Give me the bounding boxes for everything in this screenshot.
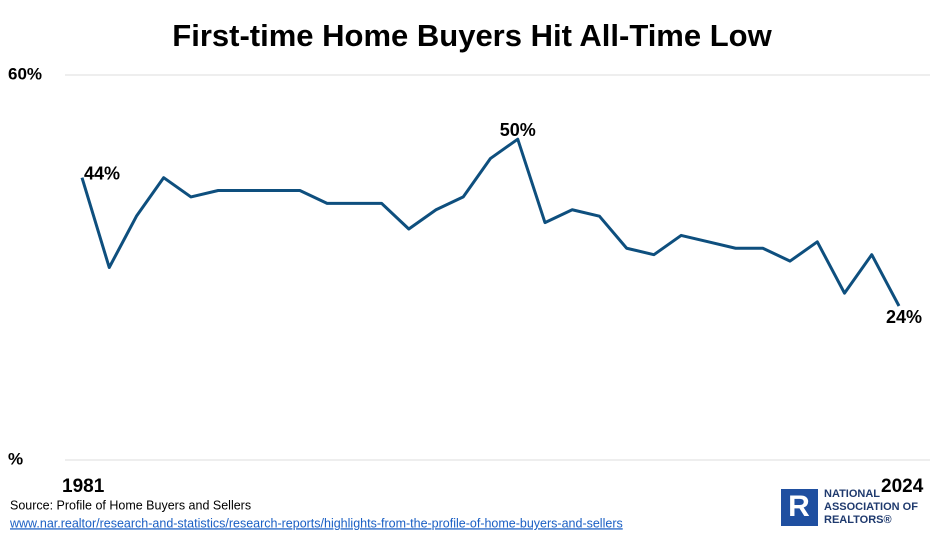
source: Source: Profile of Home Buyers and Selle… xyxy=(10,498,251,512)
logo: R NATIONAL ASSOCIATION OF REALTORS® xyxy=(781,488,918,526)
chart-title: First-time Home Buyers Hit All-Time Low xyxy=(172,18,772,53)
logo-text: ASSOCIATION OF xyxy=(824,501,918,513)
logo-text: NATIONAL xyxy=(824,488,880,500)
x-tick-label: 1981 xyxy=(62,476,105,497)
data-label: 44% xyxy=(84,163,120,183)
logo-box xyxy=(781,489,818,526)
logo-letter: R xyxy=(788,490,810,523)
y-tick-label: % xyxy=(8,449,23,468)
logo-text: REALTORS® xyxy=(824,514,892,526)
line xyxy=(80,137,901,307)
x-tick-label: 2024 xyxy=(881,476,924,497)
y-tick-label: 60% xyxy=(8,64,42,83)
data-label: 24% xyxy=(886,307,922,327)
data-label: 50% xyxy=(500,120,536,140)
source-link[interactable]: www.nar.realtor/research-and-statistics/… xyxy=(9,516,623,530)
